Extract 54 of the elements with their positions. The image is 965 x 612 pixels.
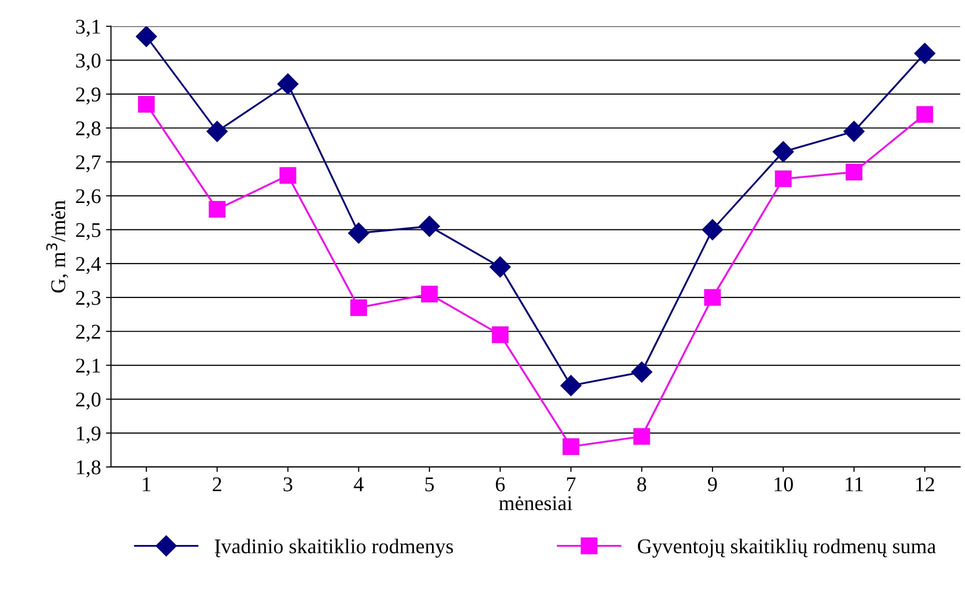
y-tick-label: 3,0 (76, 54, 100, 71)
point (490, 256, 511, 278)
x-tick-label: 3 (284, 477, 292, 492)
point (633, 428, 650, 445)
point (348, 222, 370, 244)
x-tick-label: 2 (212, 477, 222, 492)
x-tick-label: 5 (425, 477, 434, 492)
x-tick-label: 10 (774, 477, 793, 492)
x-tick-label: 11 (846, 477, 863, 492)
point (421, 286, 438, 302)
point (277, 73, 298, 94)
point (560, 375, 582, 396)
point (844, 120, 865, 142)
point (350, 299, 367, 316)
y-tick-label: 2,3 (76, 290, 100, 308)
y-axis-title: G, m$^{3}$/mėn (46, 200, 68, 293)
point (846, 164, 862, 180)
point (702, 219, 724, 240)
point (914, 42, 936, 64)
point (916, 106, 934, 123)
point (418, 216, 440, 237)
point (774, 170, 792, 188)
x-tick-label: 6 (496, 477, 505, 492)
x-tick-label: 4 (354, 477, 364, 492)
y-tick-label: 2,5 (76, 223, 100, 240)
y-tick-label: 2,4 (76, 257, 101, 274)
x-tick-label: 9 (708, 477, 717, 492)
y-tick-label: 2,9 (76, 88, 100, 105)
point (772, 141, 794, 162)
point (562, 438, 580, 455)
point (138, 96, 155, 113)
point (631, 362, 652, 383)
x-axis-title: mėnesiai (498, 496, 572, 510)
y-tick-label: 1,9 (77, 426, 100, 444)
point (208, 201, 226, 218)
point (136, 26, 157, 47)
y-tick-label: 2,1 (76, 358, 100, 376)
point (704, 289, 721, 306)
legend-label: Įvadinio skaitiklio rodmenys (214, 538, 453, 558)
y-tick-label: 2,7 (76, 155, 101, 172)
y-tick-label: 2,2 (76, 324, 100, 342)
point (206, 120, 228, 142)
x-tick-label: 1 (142, 477, 150, 492)
x-tick-label: 12 (916, 477, 934, 492)
point (280, 167, 296, 184)
x-tick-label: 8 (637, 477, 646, 492)
point (492, 326, 509, 344)
y-tick-label: 2,8 (76, 121, 100, 138)
legend-label: Gyventojų skaitiklių rodmenų suma (638, 538, 936, 558)
y-tick-label: 2,6 (76, 189, 101, 206)
y-tick-label: 2,0 (76, 392, 100, 410)
x-tick-label: 7 (567, 477, 576, 492)
y-tick-label: 3,1 (76, 20, 100, 37)
y-tick-label: 1,8 (77, 460, 100, 478)
